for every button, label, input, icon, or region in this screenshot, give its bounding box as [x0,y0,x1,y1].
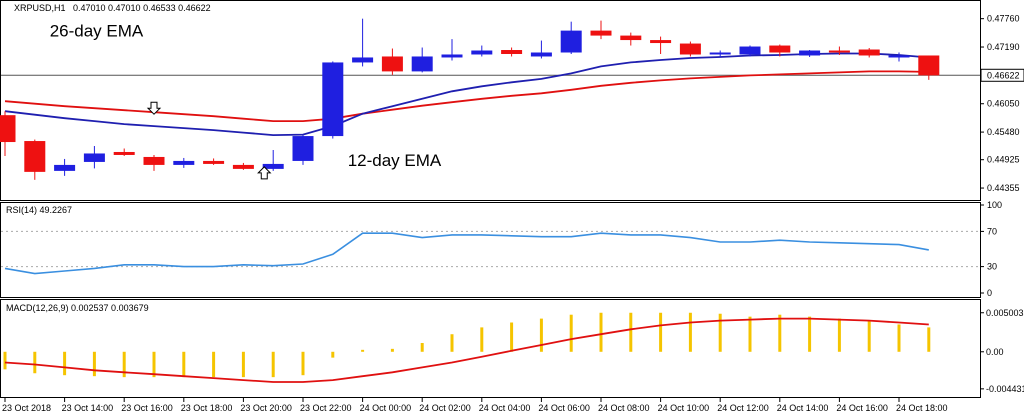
candle-body [620,35,642,41]
time-tick-label: 24 Oct 04:00 [479,403,531,413]
macd-tick-label: 0.00 [986,347,1004,357]
candle-body [828,50,850,53]
price-panel-frame [0,0,981,201]
candle-body [650,40,672,44]
ema-annotation: 26-day EMA [50,22,144,41]
candle-body [173,160,195,165]
rsi-tick-label: 100 [987,200,1002,210]
candle-body [203,160,225,164]
price-tick-label: 0.46622 [987,70,1020,80]
candle-body [560,30,582,53]
macd-layer [3,312,931,383]
macd-tick-label: -0.004431 [986,384,1024,394]
candle-body [0,115,16,143]
candle-body [54,164,76,171]
price-tick-label: 0.44355 [987,183,1020,193]
price-tick-label: 0.47760 [987,14,1020,24]
candle-body [113,151,135,155]
candle-body [411,56,433,72]
price-tick-label: 0.46050 [987,99,1020,109]
ema26-line [4,70,929,122]
candle-body [24,141,46,172]
current-price-box [980,68,1024,82]
time-tick-label: 23 Oct 20:00 [240,403,292,413]
time-tick-label: 24 Oct 08:00 [598,403,650,413]
time-tick-label: 23 Oct 22:00 [300,403,352,413]
ema12-line [4,52,929,137]
arrow-up-icon [257,166,272,180]
candle-body [381,56,403,72]
macd-panel-frame [0,299,981,398]
time-tick-label: 24 Oct 16:00 [836,403,888,413]
candle-body [739,46,761,55]
symbol-label: XRPUSD,H1 [14,3,66,13]
price-tick-label: 0.47190 [987,42,1020,52]
time-tick-label: 24 Oct 12:00 [717,403,769,413]
time-tick-label: 23 Oct 14:00 [62,403,114,413]
candle-body [322,62,344,137]
time-tick-label: 24 Oct 06:00 [538,403,590,413]
candle-body [888,55,910,58]
candle-body [709,52,731,55]
time-tick-label: 23 Oct 18:00 [181,403,233,413]
candle-body [590,30,612,36]
candle-body [143,156,165,165]
candle-body [918,55,940,76]
candle-body [799,50,821,56]
ohlc-label: 0.47010 0.47010 0.46533 0.46622 [73,3,211,13]
macd-tick-label: 0.005003 [986,308,1024,318]
rsi-panel-frame [0,202,981,298]
axis-layer: 0.47760 0.47190 0.46622 0.46050 0.45480 0.449… [2,14,1024,413]
ema-annotation: 12-day EMA [348,151,442,170]
rsi-line [4,232,929,275]
candle-body [292,136,314,161]
candle-body [858,49,880,56]
candle-body [262,163,284,169]
price-tick-label: 0.45480 [987,127,1020,137]
rsi-label: RSI(14) 49.2267 [6,205,72,215]
macd-label: MACD(12,26,9) 0.002537 0.003679 [6,303,149,313]
price-tick-label: 0.44925 [987,155,1020,165]
candle-body [530,52,552,57]
candle-body [501,50,523,54]
time-tick-label: 23 Oct 16:00 [121,403,173,413]
rsi-tick-label: 0 [987,288,992,298]
candle-body [471,50,493,55]
rsi-tick-label: 30 [987,262,997,272]
candle-body [232,164,254,169]
candle-body [769,45,791,53]
rsi-layer [1,230,980,275]
time-tick-label: 24 Oct 18:00 [896,403,948,413]
macd-signal-line [4,317,929,383]
time-tick-label: 24 Oct 10:00 [658,403,710,413]
time-tick-label: 24 Oct 02:00 [419,403,471,413]
time-tick-label: 24 Oct 00:00 [360,403,412,413]
candle-body [83,153,105,162]
candle-body [441,54,463,58]
time-tick-label: 23 Oct 2018 [2,403,51,413]
candle-body [352,57,374,63]
candle-body [679,43,701,55]
arrow-down-icon [146,101,162,115]
time-tick-label: 24 Oct 14:00 [777,403,829,413]
rsi-tick-label: 70 [987,226,997,236]
price-layer: 26-day EMA 12-day EMA [0,18,980,180]
